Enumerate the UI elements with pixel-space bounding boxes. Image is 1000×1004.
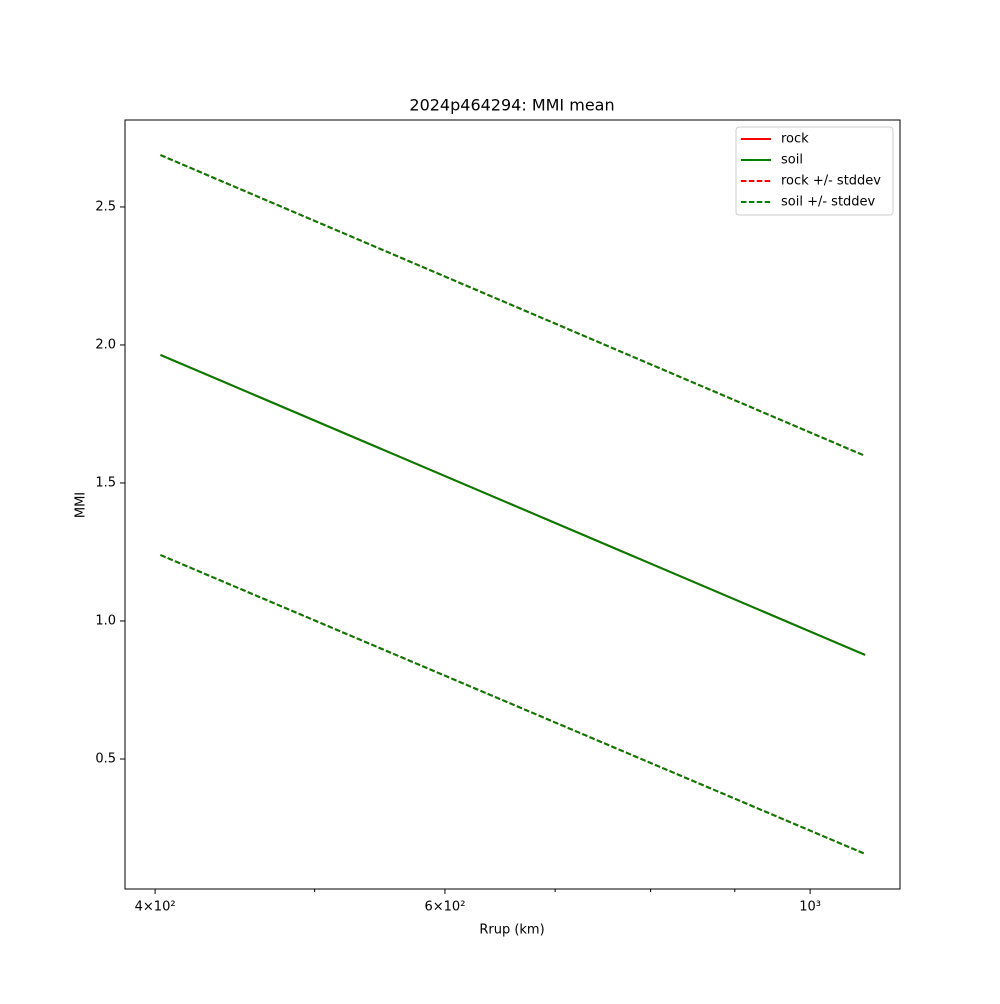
legend-label: soil +/- stddev bbox=[781, 195, 876, 210]
series-line bbox=[160, 353, 866, 656]
x-tick-label: 10³ bbox=[799, 900, 821, 915]
x-tick-label: 4×10² bbox=[135, 900, 176, 915]
y-tick-label: 2.0 bbox=[95, 337, 116, 352]
y-tick-label: 1.5 bbox=[95, 475, 116, 490]
legend-label: rock +/- stddev bbox=[781, 174, 881, 189]
plot-frame bbox=[124, 119, 901, 890]
x-axis-label: Rrup (km) bbox=[479, 923, 544, 938]
upper-line bbox=[160, 154, 866, 457]
y-axis-label: MMI bbox=[74, 492, 89, 518]
y-tick-label: 1.0 bbox=[95, 613, 116, 628]
legend-label: rock bbox=[781, 132, 809, 147]
legend-label: soil bbox=[781, 153, 803, 168]
y-tick-label: 0.5 bbox=[95, 751, 116, 766]
y-tick-label: 2.5 bbox=[95, 199, 116, 214]
lower-line bbox=[160, 554, 866, 855]
chart-title: 2024p464294: MMI mean bbox=[409, 96, 614, 115]
legend-box bbox=[735, 126, 894, 216]
x-tick-label: 6×10² bbox=[424, 900, 465, 915]
